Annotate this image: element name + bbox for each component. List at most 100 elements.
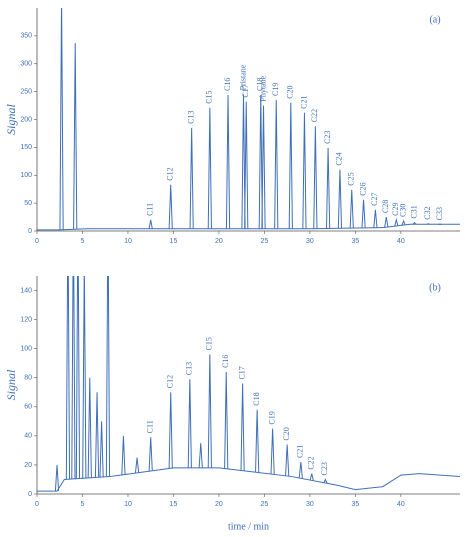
peak-label: Phytane [258, 75, 267, 101]
peak-label: C12 [166, 167, 175, 180]
peak-label: Pristane [238, 64, 247, 90]
peak [285, 444, 290, 477]
x-tick-label: 35 [351, 501, 359, 508]
peak-label: C15 [205, 90, 214, 103]
x-tick-label: 10 [124, 501, 132, 508]
peak-label: C18 [252, 392, 261, 405]
x-tick-label: 0 [35, 238, 39, 245]
y-axis-title: Signal [4, 369, 18, 400]
y-tick-label: 100 [20, 172, 32, 179]
x-tick-label: 25 [261, 238, 269, 245]
peak [99, 421, 104, 478]
peak [325, 147, 331, 229]
peak [148, 437, 153, 471]
y-tick-label: 20 [24, 462, 32, 469]
peak [59, 8, 64, 230]
peak [298, 461, 303, 479]
y-tick-label: 80 [24, 375, 32, 382]
panel-title: (a) [429, 14, 440, 25]
peak-label: C22 [310, 109, 319, 122]
peak [73, 43, 78, 230]
y-tick-label: 50 [24, 200, 32, 207]
peak-label: C11 [146, 420, 155, 433]
peak [255, 409, 260, 473]
peak [288, 102, 293, 229]
baseline [37, 223, 460, 231]
peak [412, 221, 417, 225]
panel-title: (b) [429, 282, 441, 293]
peak-label: C11 [146, 203, 155, 216]
peak [225, 94, 231, 229]
peak [401, 219, 406, 226]
peak [224, 371, 229, 469]
peak [313, 126, 318, 229]
peak [258, 94, 263, 229]
y-tick-label: 40 [24, 433, 32, 440]
plot [37, 276, 460, 492]
x-tick-label: 35 [351, 238, 359, 245]
peak [373, 209, 378, 228]
peak-label: C29 [391, 203, 400, 216]
x-axis-title: time / min [228, 521, 269, 532]
peak [148, 219, 153, 229]
peak [384, 216, 389, 228]
x-tick-label: 15 [170, 501, 178, 508]
peak-label: C23 [320, 462, 329, 475]
peak-label: C13 [186, 111, 195, 124]
peak-label: C24 [335, 152, 344, 165]
peak-label: C23 [323, 131, 332, 144]
y-axis-title: Signal [4, 104, 18, 135]
peak-label: C26 [358, 182, 367, 195]
y-tick-label: 100 [20, 346, 32, 353]
y-tick-label: 140 [20, 287, 32, 294]
y-tick-label: 0 [28, 228, 32, 235]
peak-label: C19 [267, 411, 276, 424]
peak [71, 276, 76, 479]
x-tick-label: 15 [170, 238, 178, 245]
y-tick-label: 300 [20, 61, 32, 68]
peak [94, 392, 100, 478]
peak-label: C32 [423, 206, 432, 219]
y-tick-label: 120 [20, 316, 32, 323]
x-tick-label: 40 [397, 238, 405, 245]
x-tick-label: 25 [261, 501, 269, 508]
y-tick-label: 250 [20, 88, 32, 95]
peak-label: C16 [223, 78, 232, 91]
y-tick-label: 60 [24, 404, 32, 411]
x-tick-label: 40 [397, 501, 405, 508]
peak-label: C25 [347, 172, 356, 185]
peak-label: C17 [237, 366, 246, 379]
peak [270, 428, 275, 475]
peak-label: C17 [241, 84, 250, 97]
peak [75, 276, 81, 479]
peak-label: C12 [166, 375, 175, 388]
peak [54, 464, 60, 492]
peak [361, 199, 366, 228]
peak [65, 276, 71, 480]
x-tick-label: 30 [306, 501, 314, 508]
plot [37, 8, 460, 231]
x-tick-label: 20 [215, 501, 223, 508]
peak-label: C30 [398, 204, 407, 217]
peak [240, 383, 245, 471]
peak-label: C16 [221, 355, 230, 368]
peak [168, 184, 173, 229]
x-tick-label: 20 [215, 238, 223, 245]
peak-label: C20 [286, 85, 295, 98]
peak [337, 169, 343, 229]
x-tick-label: 5 [81, 238, 85, 245]
peak [207, 354, 212, 468]
peak [121, 435, 126, 475]
peak [349, 189, 354, 229]
peak [309, 473, 314, 481]
peak [187, 379, 192, 468]
peak-label: C21 [296, 445, 305, 458]
peak-label: C33 [435, 207, 444, 220]
peak [274, 99, 279, 229]
peak [426, 223, 430, 225]
baseline [37, 467, 460, 492]
y-tick-label: 200 [20, 116, 32, 123]
peak [244, 101, 249, 229]
peak [87, 377, 92, 478]
